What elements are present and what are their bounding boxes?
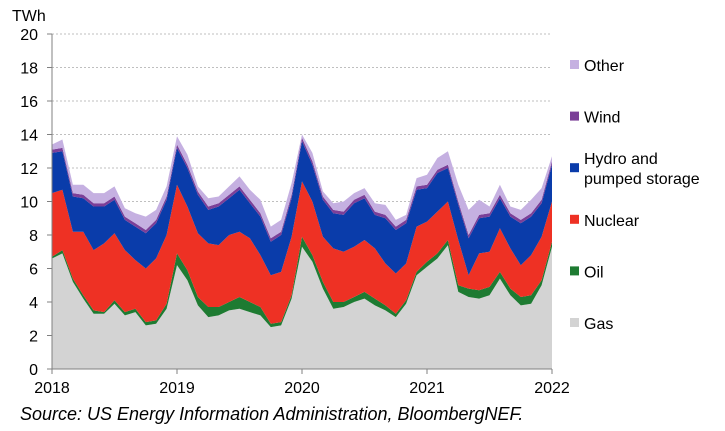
legend-label-wind: Wind [584,110,620,127]
y-tick-label-6: 6 [29,262,38,279]
x-tick-label-2018: 2018 [34,380,70,397]
legend-swatch-hydro-and-pumped-storage [570,163,579,173]
y-axis-label: TWh [12,8,46,25]
axes [47,33,553,374]
y-tick-label-2: 2 [29,329,38,346]
x-tick-label-2020: 2020 [284,380,320,397]
y-tick-label-4: 4 [29,295,38,312]
y-tick-label-0: 0 [29,362,38,379]
x-tick-labels: 2018 2019 2020 2021 2022 [34,380,570,397]
legend-label-hydro-and-pumped-storage: Hydro and pumped storage [584,151,700,188]
y-tick-label-20: 20 [20,27,38,44]
legend-swatch-wind [570,111,579,121]
legend-swatch-other [570,60,579,69]
legend: Other Wind Hydro and pumped storage Nuclear… [570,58,700,333]
y-tick-label-14: 14 [20,128,38,145]
legend-label-oil: Oil [584,264,604,281]
area-nuclear [52,181,552,324]
legend-swatch-oil [570,266,579,276]
y-tick-label-12: 12 [20,161,38,178]
y-tick-label-10: 10 [20,195,38,212]
area-oil [52,236,552,328]
y-tick-label-8: 8 [29,228,38,245]
legend-swatch-nuclear [570,214,579,224]
source-note: Source: US Energy Information Administra… [20,404,524,424]
y-tick-labels: 0 2 4 6 8 10 12 14 16 18 20 [20,27,38,379]
area-hydro-and-pumped-storage [52,141,552,276]
legend-label-nuclear: Nuclear [584,213,640,230]
y-tick-label-16: 16 [20,94,38,111]
x-tick-label-2019: 2019 [159,380,195,397]
x-tick-label-2022: 2022 [534,380,570,397]
x-tick-label-2021: 2021 [409,380,445,397]
legend-label-other: Other [584,58,625,75]
area-gas [52,245,552,369]
legend-swatch-gas [570,318,579,327]
legend-label-gas: Gas [584,316,613,333]
y-tick-label-18: 18 [20,61,38,78]
series-areas [52,134,552,369]
